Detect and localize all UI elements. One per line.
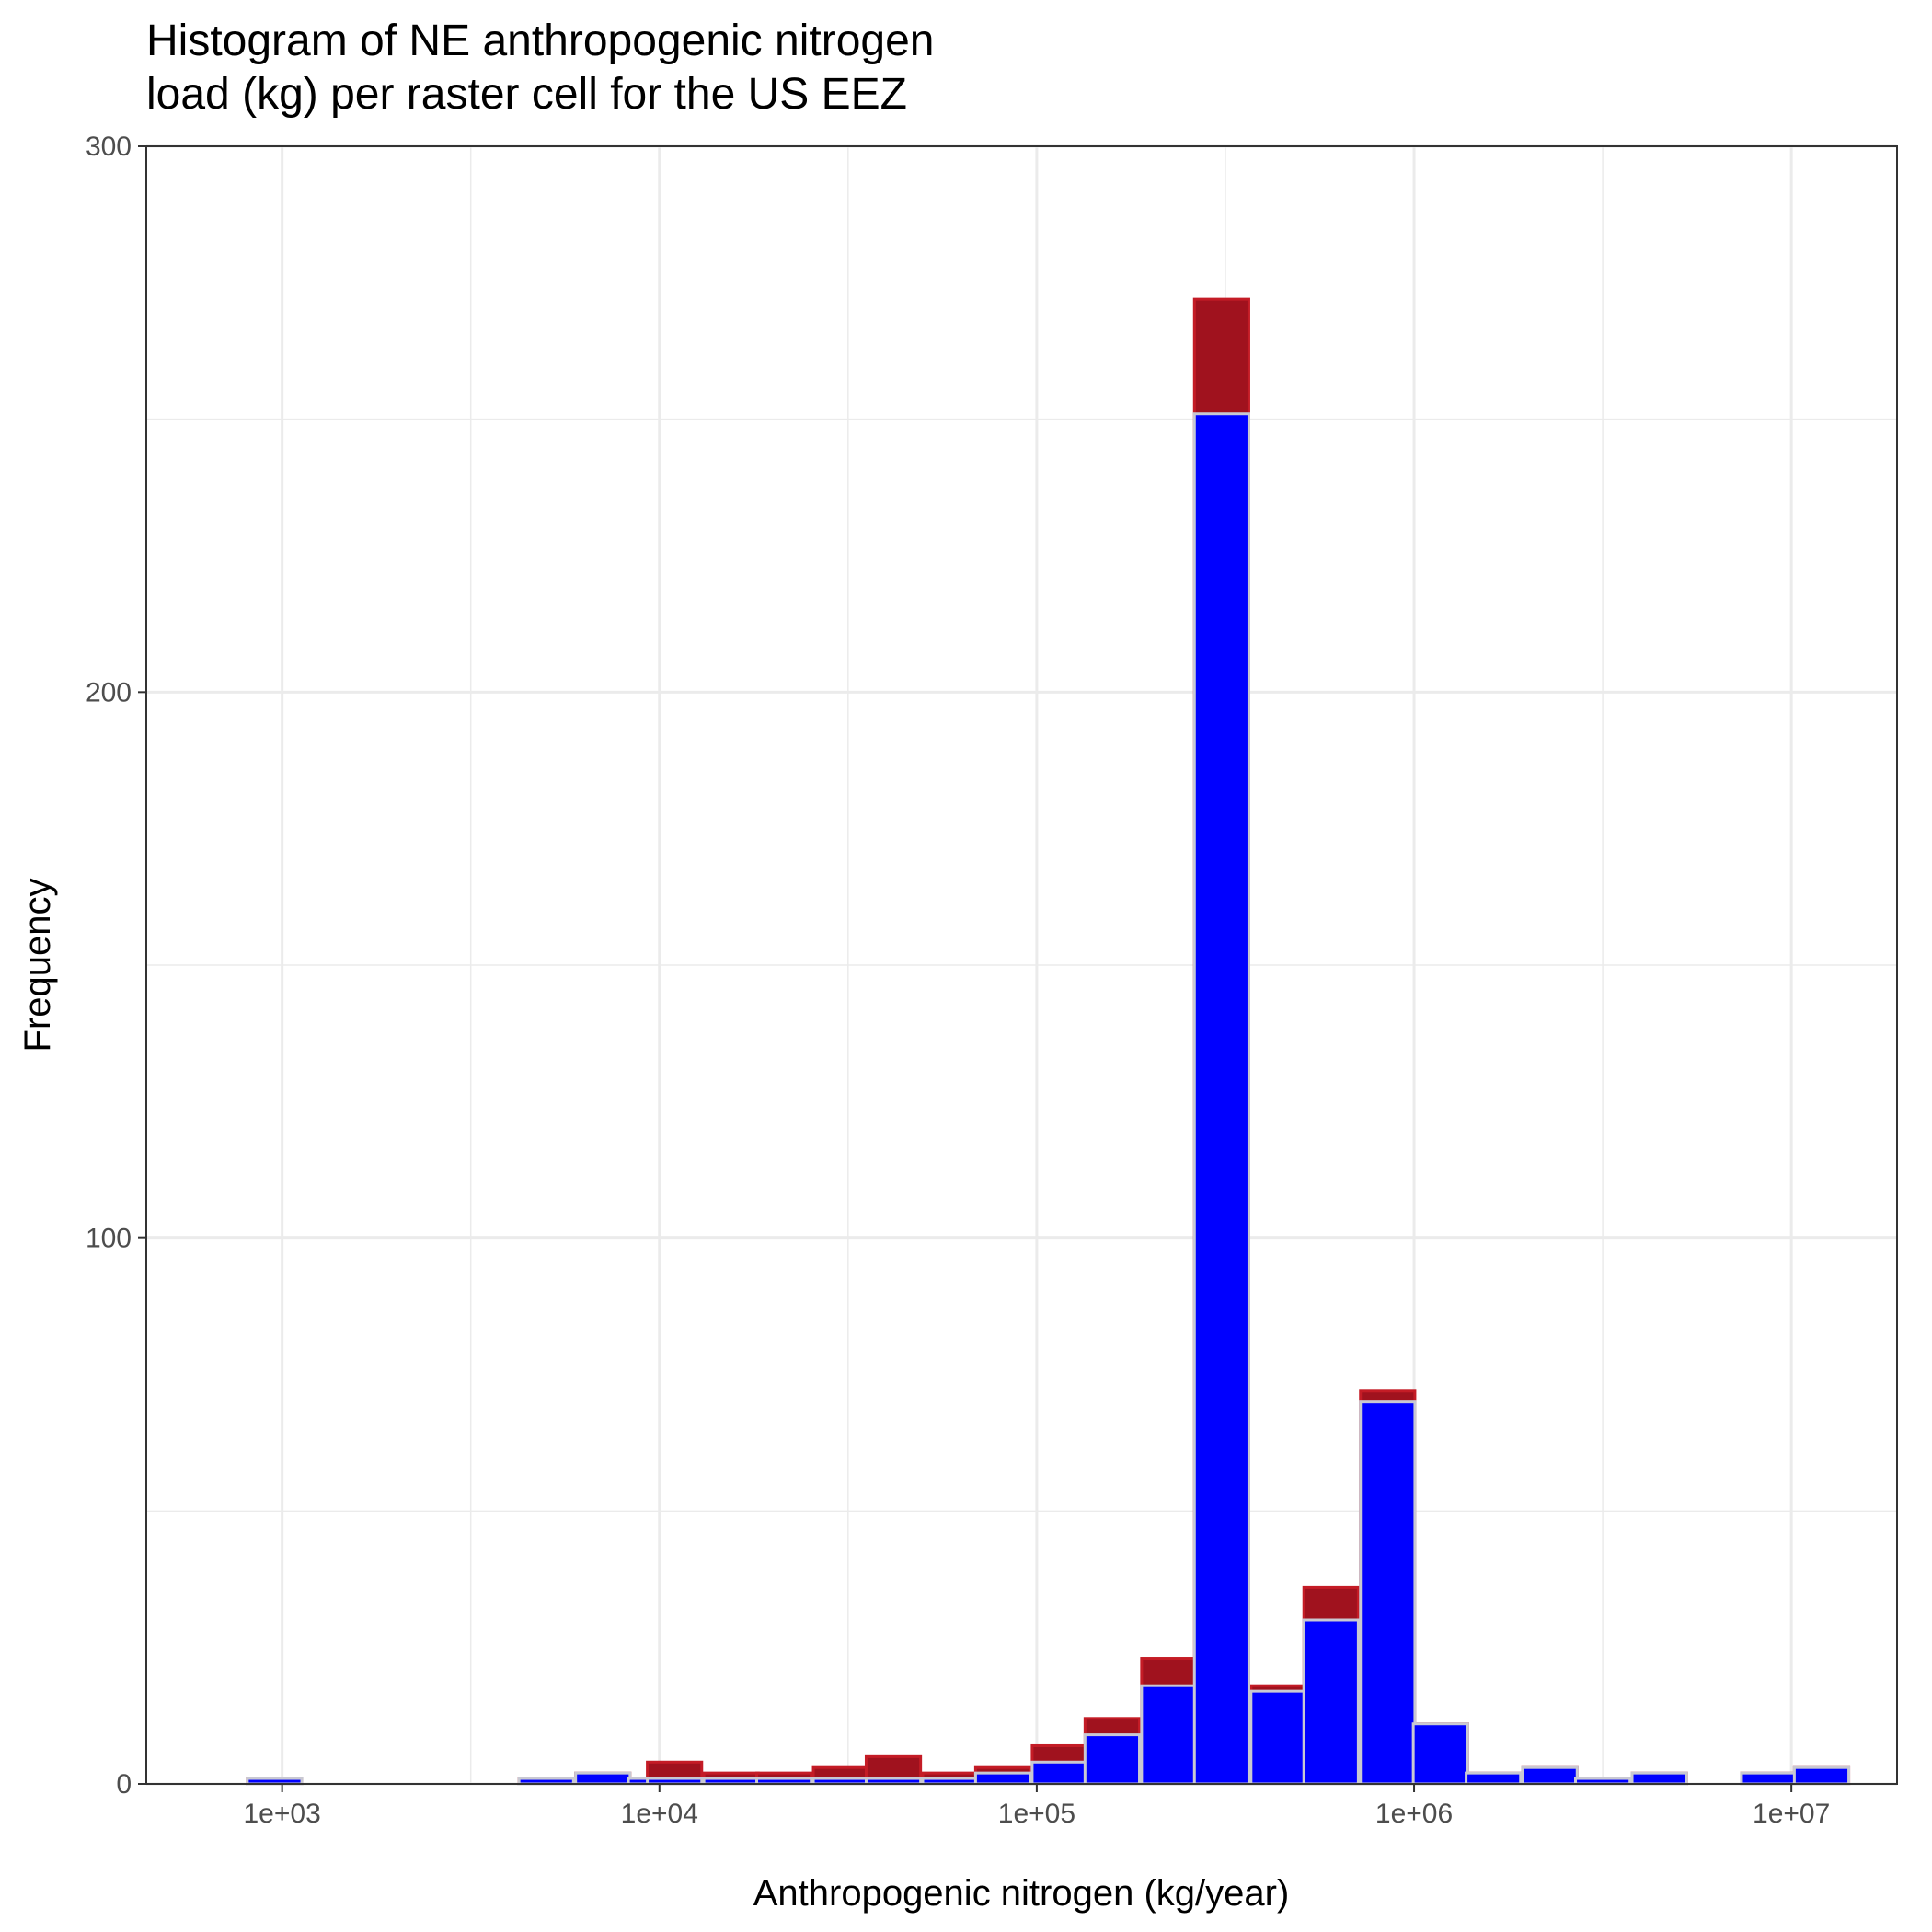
histogram-bar-series-2 bbox=[1083, 1733, 1142, 1786]
histogram-bar-series-2 bbox=[1465, 1771, 1523, 1786]
histogram-bar-series-2 bbox=[1359, 1400, 1417, 1786]
histogram-bar-series-2 bbox=[574, 1771, 632, 1786]
y-tick-label: 200 bbox=[86, 677, 132, 707]
chart-title-line-2: load (kg) per raster cell for the US EEZ bbox=[146, 70, 907, 119]
histogram-bar-series-2 bbox=[1411, 1722, 1469, 1786]
x-tick-label: 1e+06 bbox=[1375, 1799, 1453, 1829]
histogram-bar-series-2 bbox=[1521, 1765, 1579, 1786]
y-tick-label: 100 bbox=[86, 1224, 132, 1254]
y-tick-label: 300 bbox=[86, 132, 132, 162]
x-axis: 1e+03 1e+04 1e+05 1e+06 1e+07 bbox=[244, 1784, 1830, 1829]
plot-border bbox=[145, 145, 1898, 1785]
y-axis-title: Frequency bbox=[17, 879, 58, 1052]
y-axis: 0 100 200 300 bbox=[86, 132, 146, 1800]
histogram-bar-series-2 bbox=[1630, 1771, 1688, 1786]
histogram-bar-series-2 bbox=[1792, 1765, 1851, 1786]
y-tick-label: 0 bbox=[116, 1769, 132, 1800]
histogram-bar-series-2 bbox=[1140, 1684, 1198, 1786]
histogram-bar-series-2 bbox=[1302, 1618, 1360, 1786]
x-axis-title: Anthropogenic nitrogen (kg/year) bbox=[753, 1873, 1290, 1914]
x-tick-label: 1e+07 bbox=[1753, 1799, 1830, 1829]
x-tick-label: 1e+04 bbox=[621, 1799, 698, 1829]
chart-title-line-1: Histogram of NE anthropogenic nitrogen bbox=[146, 17, 934, 65]
histogram-bar-series-2 bbox=[1740, 1771, 1798, 1786]
bars-layer bbox=[246, 297, 1851, 1786]
histogram-bar-series-2 bbox=[1192, 412, 1250, 1786]
x-tick-label: 1e+05 bbox=[998, 1799, 1075, 1829]
histogram-bar-series-2 bbox=[973, 1771, 1032, 1786]
histogram-bar-series-2 bbox=[1030, 1760, 1088, 1786]
x-tick-label: 1e+03 bbox=[244, 1799, 321, 1829]
histogram-bar-series-2 bbox=[1249, 1689, 1307, 1786]
